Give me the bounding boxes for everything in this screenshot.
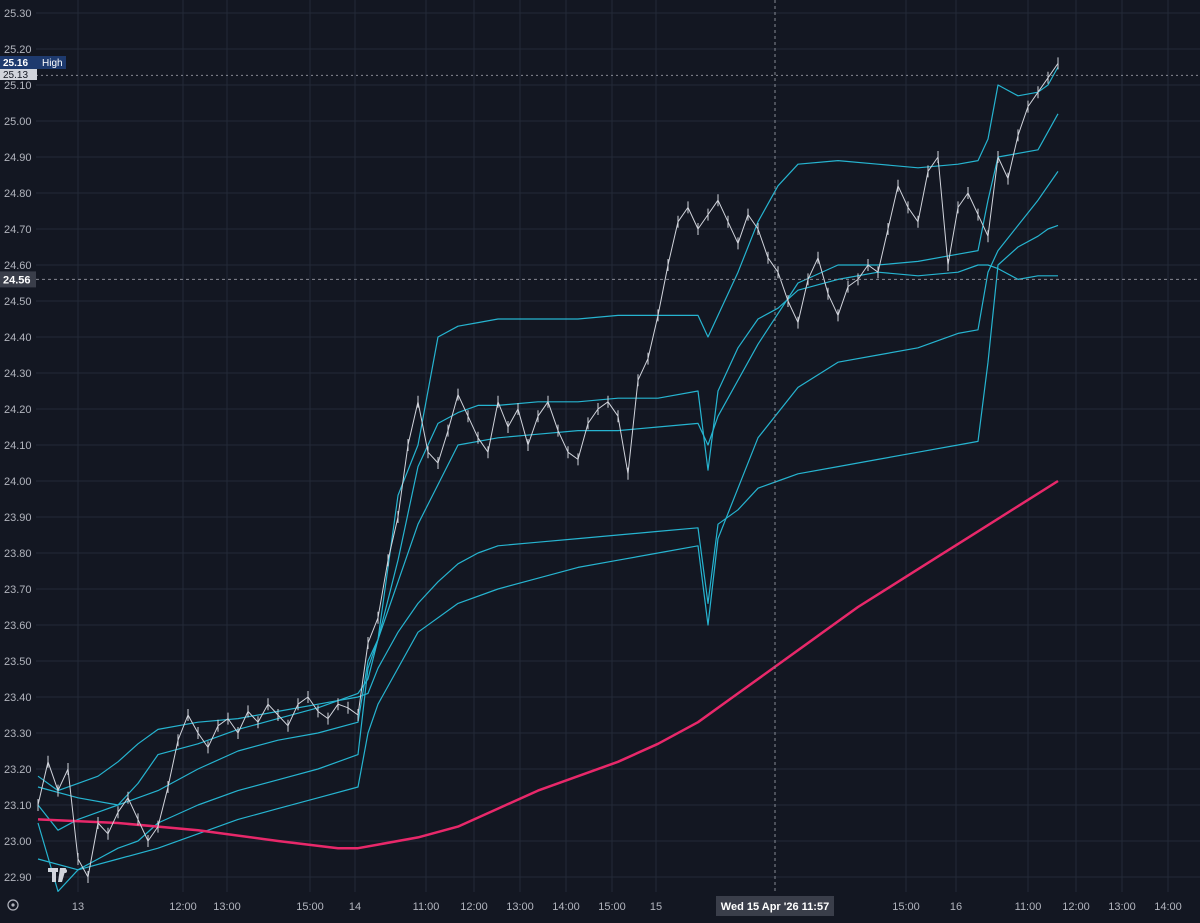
y-tick-label: 25.10 [4,80,32,92]
x-tick-label: 15 [650,901,662,913]
settings-ring [7,899,19,911]
y-tick-label: 23.40 [4,692,32,704]
y-tick-label: 23.90 [4,512,32,524]
time-axis[interactable]: 13 12:00 13:00 15:00 14 11:00 12:00 13:00 14:00 1… [72,901,1182,913]
series-price [37,63,1059,878]
series-band2-lower [37,171,1059,871]
series-upper-band [37,224,1059,792]
y-tick-label: 23.60 [4,620,32,632]
x-tick-label: 12:00 [1062,901,1090,913]
logo-stem [52,868,56,882]
high-text: High [42,58,63,69]
series-layer [37,57,1059,893]
logo-dot [63,869,67,873]
y-tick-label: 23.30 [4,728,32,740]
crosshair-time-badge [716,896,834,916]
x-tick-label: 15:00 [892,901,920,913]
x-tick-label: 13:00 [1108,901,1136,913]
y-tick-label: 25.20 [4,44,32,56]
y-tick-label: 23.10 [4,800,32,812]
x-tick-label: 13:00 [506,901,534,913]
y-tick-label: 24.00 [4,476,32,488]
crosshair-time: Wed 15 Apr '26 11:57 [721,901,829,913]
y-tick-label: 24.30 [4,368,32,380]
x-tick-label: 14:00 [552,901,580,913]
grid [36,0,1200,892]
series-ma [37,479,1059,850]
previous-badge [0,69,37,80]
x-tick-label: 14:00 [1154,901,1182,913]
crosshair-price-badge [0,271,36,288]
y-tick-label: 24.90 [4,152,32,164]
price-labels: 25.16 High 25.13 24.56 Wed 15 Apr '26 11:57 [0,56,834,916]
previous-value: 25.13 [3,70,28,81]
x-tick-label: 13 [72,901,84,913]
x-tick-label: 12:00 [460,901,488,913]
y-tick-label: 25.30 [4,8,32,20]
y-tick-label: 24.50 [4,296,32,308]
price-axis[interactable]: 25.30 25.20 25.10 25.00 24.90 24.80 24.70 24.60… [4,8,32,884]
y-tick-label: 24.60 [4,260,32,272]
y-tick-label: 24.10 [4,440,32,452]
x-tick-label: 13:00 [213,901,241,913]
x-tick-label: 14 [349,901,361,913]
y-tick-label: 23.70 [4,584,32,596]
y-tick-label: 23.00 [4,836,32,848]
high-value: 25.16 [3,58,28,69]
tradingview-logo-icon[interactable] [48,868,67,882]
x-tick-label: 11:00 [413,901,440,913]
x-tick-label: 15:00 [598,901,626,913]
y-tick-label: 25.00 [4,116,32,128]
y-tick-label: 23.20 [4,764,32,776]
series-lower-band [37,66,1059,893]
settings-icon[interactable] [7,899,19,911]
crosshair-price: 24.56 [3,274,31,286]
y-tick-label: 22.90 [4,872,32,884]
y-tick-label: 24.80 [4,188,32,200]
series-band2-upper [37,113,1059,806]
series-vwap [37,264,1058,831]
crosshair [36,0,1200,892]
high-badge [0,56,66,69]
settings-dot [11,903,15,907]
x-tick-label: 12:00 [169,901,197,913]
x-tick-label: 15:00 [296,901,324,913]
y-tick-label: 23.50 [4,656,32,668]
y-tick-label: 24.20 [4,404,32,416]
x-tick-label: 11:00 [1015,901,1042,913]
x-tick-label: 16 [950,901,962,913]
y-tick-label: 24.70 [4,224,32,236]
y-tick-label: 24.40 [4,332,32,344]
y-tick-label: 23.80 [4,548,32,560]
